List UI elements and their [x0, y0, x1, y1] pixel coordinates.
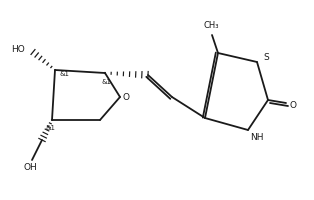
Text: O: O: [290, 100, 296, 110]
Text: HO: HO: [11, 45, 25, 53]
Text: CH₃: CH₃: [203, 21, 219, 30]
Text: S: S: [263, 53, 269, 62]
Text: &1: &1: [59, 71, 69, 77]
Text: &1: &1: [45, 125, 55, 131]
Text: OH: OH: [23, 162, 37, 171]
Text: &1: &1: [102, 79, 112, 85]
Text: O: O: [122, 94, 129, 102]
Text: NH: NH: [250, 134, 263, 142]
